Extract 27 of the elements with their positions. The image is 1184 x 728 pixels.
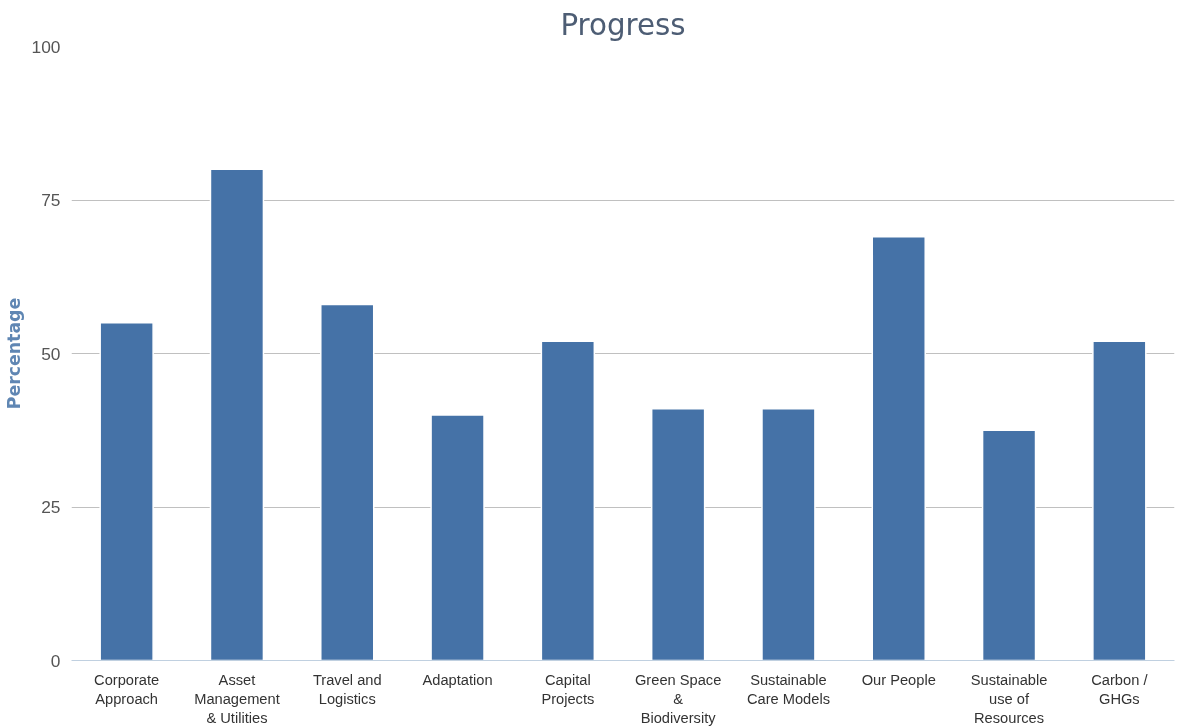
y-axis-title: Percentage	[3, 297, 24, 410]
y-tick-label: 75	[41, 190, 61, 210]
y-tick-label: 25	[41, 497, 61, 517]
bar	[99, 322, 154, 661]
bar	[981, 429, 1037, 661]
y-tick-label: 50	[41, 343, 61, 364]
bar	[430, 414, 485, 661]
bar	[540, 340, 596, 661]
bar	[320, 303, 375, 661]
y-tick-label: 100	[31, 36, 61, 57]
x-tick-label: Asset Management & Utilities	[194, 671, 280, 726]
bar	[650, 408, 706, 661]
bar	[871, 236, 926, 661]
bar	[761, 408, 816, 661]
x-tick-label: Sustainable Care Models	[746, 671, 830, 707]
x-tick-label: Travel and Logistics	[312, 671, 382, 707]
x-tick-label: Sustainable use of Resources	[970, 671, 1048, 726]
y-tick-label: 0	[50, 650, 61, 671]
x-tick-label: Green Space & Biodiversity	[634, 671, 722, 726]
x-tick-label: Our People	[861, 671, 936, 688]
chart-title: Progress	[560, 7, 686, 42]
bar	[209, 168, 265, 661]
x-tick-label: Carbon / GHGs	[1091, 671, 1149, 707]
x-tick-label: Capital Projects	[541, 671, 595, 707]
x-tick-label: Corporate Approach	[94, 671, 160, 707]
bar	[1092, 340, 1147, 661]
x-tick-label: Adaptation	[422, 671, 493, 688]
